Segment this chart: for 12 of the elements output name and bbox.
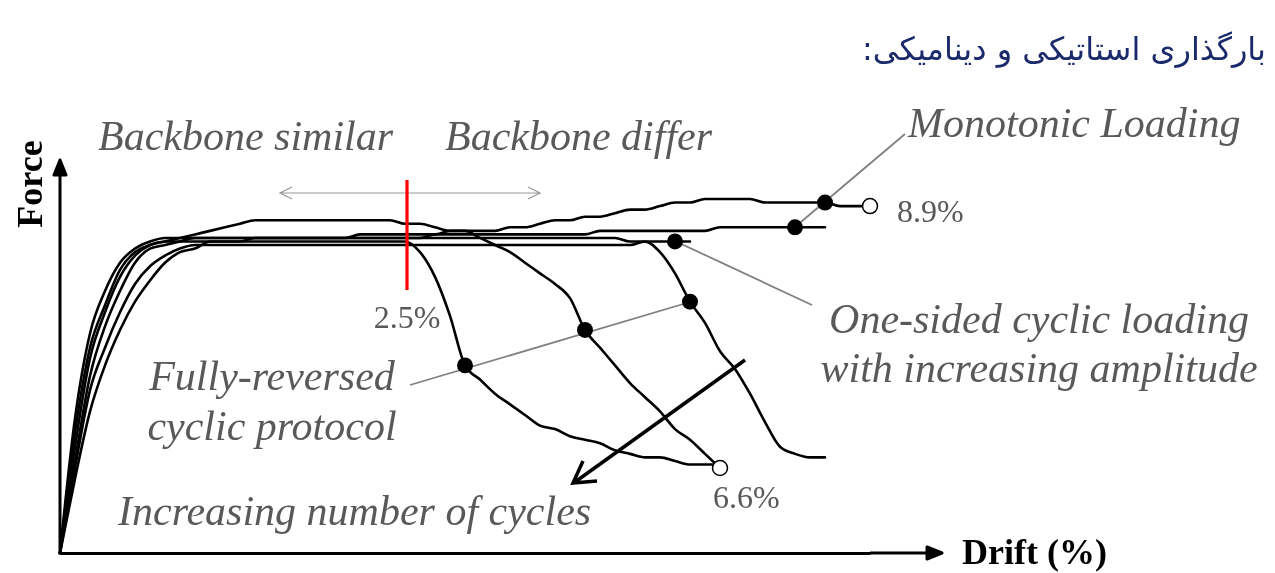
text: 8.9% (897, 193, 964, 229)
text: Backbone differ (445, 113, 713, 159)
annotation: Increasing number of cycles (117, 488, 592, 534)
annotation: 2.5% (373, 299, 441, 335)
text: Monotonic Loading (907, 100, 1241, 146)
annotation: 6.6% (713, 479, 780, 515)
x-axis-title: Drift (%) (962, 532, 1107, 572)
text: Backbone similar (98, 113, 394, 159)
text: بارگذاری استاتیکی و دینامیکی: (862, 30, 1266, 68)
y-axis-title: Force (10, 140, 50, 228)
annotation: Fully-reversed cyclic protocol (147, 353, 397, 449)
annotation: One-sided cyclic loading with increasing amplitude (820, 296, 1258, 391)
